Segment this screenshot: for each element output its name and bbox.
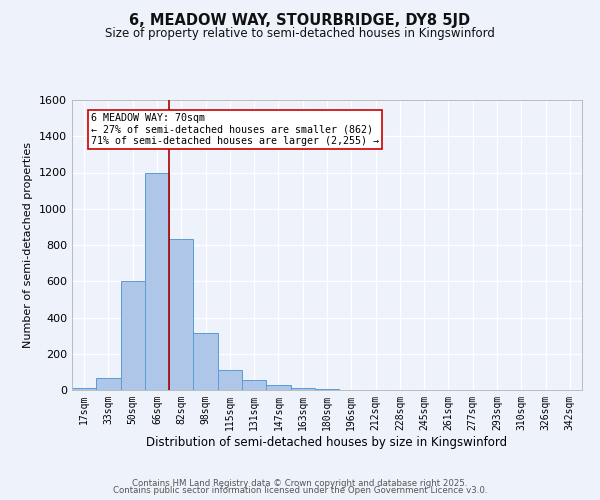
Bar [193, 333, 218, 390]
Bar [169, 238, 193, 390]
Text: 6, MEADOW WAY, STOURBRIDGE, DY8 5JD: 6, MEADOW WAY, STOURBRIDGE, DY8 5JD [130, 12, 470, 28]
Y-axis label: Number of semi-detached properties: Number of semi-detached properties [23, 142, 34, 348]
Text: 6 MEADOW WAY: 70sqm
← 27% of semi-detached houses are smaller (862)
71% of semi-: 6 MEADOW WAY: 70sqm ← 27% of semi-detach… [91, 112, 379, 146]
Bar [315, 389, 339, 390]
Text: Contains HM Land Registry data © Crown copyright and database right 2025.: Contains HM Land Registry data © Crown c… [132, 478, 468, 488]
Bar [266, 384, 290, 390]
Text: Size of property relative to semi-detached houses in Kingswinford: Size of property relative to semi-detach… [105, 28, 495, 40]
Bar [145, 172, 169, 390]
Text: Contains public sector information licensed under the Open Government Licence v3: Contains public sector information licen… [113, 486, 487, 495]
Bar [218, 370, 242, 390]
Bar [290, 388, 315, 390]
Bar [121, 281, 145, 390]
Bar [242, 380, 266, 390]
Bar [96, 378, 121, 390]
Bar [72, 388, 96, 390]
X-axis label: Distribution of semi-detached houses by size in Kingswinford: Distribution of semi-detached houses by … [146, 436, 508, 448]
